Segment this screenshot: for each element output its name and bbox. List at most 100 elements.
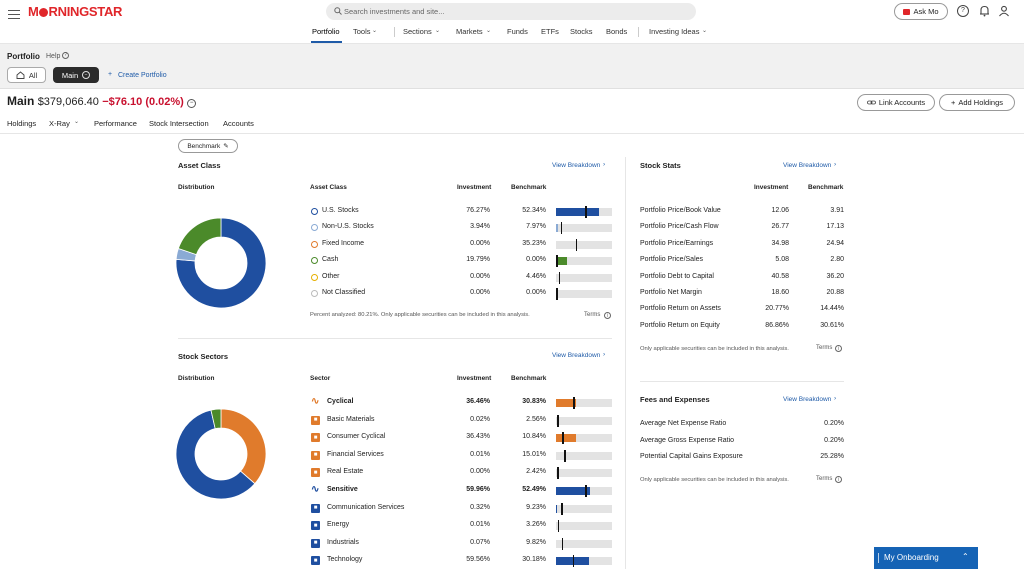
info-icon[interactable]: i bbox=[604, 312, 611, 319]
add-holdings-button[interactable]: + Add Holdings bbox=[939, 94, 1015, 111]
legend-dot bbox=[311, 273, 318, 281]
benchmark-value: 9.23% bbox=[526, 503, 546, 511]
subtab-performance[interactable]: Performance bbox=[94, 119, 137, 128]
options-icon[interactable]: − bbox=[82, 71, 91, 79]
benchmark-value: 30.83% bbox=[522, 398, 546, 405]
chevron-right-icon[interactable]: › bbox=[834, 161, 837, 168]
fees-title: Fees and Expenses bbox=[640, 395, 710, 404]
stats-terms-link[interactable]: Terms bbox=[816, 345, 833, 351]
info-icon[interactable]: i bbox=[835, 476, 842, 483]
chevron-down-icon: ⌄ bbox=[74, 119, 80, 125]
chevron-right-icon[interactable]: › bbox=[834, 395, 837, 402]
pencil-icon: ✎ bbox=[223, 143, 229, 150]
investment-value: 0.02% bbox=[470, 415, 490, 423]
portfolio-change: −$76.10 (0.02%) bbox=[102, 96, 184, 108]
menu-icon[interactable] bbox=[8, 7, 20, 22]
comparison-bar bbox=[556, 520, 612, 533]
investment-value: 20.77% bbox=[765, 305, 789, 313]
help-link[interactable]: Help bbox=[46, 53, 61, 60]
nav-funds[interactable]: Funds bbox=[507, 27, 528, 36]
my-onboarding-panel[interactable]: My Onboarding ⌃ bbox=[874, 547, 978, 569]
fee-name: Potential Capital Gains Exposure bbox=[640, 453, 743, 460]
help-circle-icon[interactable]: ? bbox=[62, 52, 69, 59]
link-accounts-button[interactable]: Link Accounts bbox=[857, 94, 935, 111]
nav-etfs[interactable]: ETFs bbox=[541, 27, 559, 36]
subtab-stock-intersection[interactable]: Stock Intersection bbox=[149, 119, 209, 128]
tab-main[interactable]: Main − bbox=[53, 67, 99, 83]
nav-stocks[interactable]: Stocks bbox=[570, 27, 593, 36]
subtab-xray[interactable]: X-Ray bbox=[49, 119, 70, 128]
nav-investing-ideas[interactable]: Investing Ideas bbox=[649, 27, 700, 36]
col-investment: Investment bbox=[457, 184, 492, 191]
chevron-right-icon[interactable]: › bbox=[603, 161, 606, 168]
tab-all-label: All bbox=[28, 70, 38, 80]
stock-sectors-title: Stock Sectors bbox=[178, 352, 229, 361]
user-icon[interactable] bbox=[998, 5, 1010, 17]
benchmark-marker bbox=[585, 206, 587, 218]
asset-terms-link[interactable]: Terms bbox=[584, 312, 601, 318]
bell-icon[interactable] bbox=[979, 5, 990, 17]
tab-all[interactable]: All bbox=[7, 67, 46, 83]
benchmark-value: 2.42% bbox=[526, 468, 546, 476]
col-asset-class: Asset Class bbox=[310, 184, 347, 191]
benchmark-value: 2.80 bbox=[830, 256, 844, 264]
donut-slice[interactable] bbox=[210, 408, 222, 430]
donut-slice[interactable] bbox=[177, 217, 222, 256]
basic-materials-icon: ■ bbox=[311, 415, 320, 425]
sector-name: Financial Services bbox=[327, 450, 384, 458]
ask-mo-button[interactable]: Ask Mo bbox=[894, 3, 948, 20]
plus-icon: + bbox=[108, 71, 113, 78]
benchmark-button[interactable]: Benchmark ✎ bbox=[178, 139, 238, 153]
sectors-view-breakdown[interactable]: View Breakdown bbox=[552, 352, 601, 359]
investment-bar-fill bbox=[556, 487, 590, 495]
comparison-bar bbox=[556, 467, 612, 480]
nav-sections[interactable]: Sections bbox=[403, 27, 432, 36]
tab-main-label: Main bbox=[61, 70, 79, 80]
benchmark-marker bbox=[573, 397, 575, 409]
nav-markets[interactable]: Markets bbox=[456, 27, 483, 36]
fees-terms-link[interactable]: Terms bbox=[816, 476, 833, 482]
chevron-up-icon[interactable]: ⌃ bbox=[962, 552, 969, 561]
financial-services-icon: ■ bbox=[311, 450, 320, 460]
donut-slice[interactable] bbox=[176, 217, 266, 309]
help-icon[interactable]: ? bbox=[957, 5, 969, 17]
investment-bar-fill bbox=[556, 557, 590, 566]
investment-value: 0.01% bbox=[470, 521, 490, 529]
stat-name: Portfolio Price/Book Value bbox=[640, 207, 721, 214]
chevron-right-icon[interactable]: › bbox=[603, 351, 606, 358]
my-onboarding-label: My Onboarding bbox=[884, 553, 939, 562]
sector-name: Real Estate bbox=[327, 468, 364, 476]
investment-value: 59.56% bbox=[466, 556, 490, 564]
subtab-holdings[interactable]: Holdings bbox=[7, 119, 37, 128]
search-input[interactable]: Search investments and site... bbox=[326, 3, 696, 20]
benchmark-value: 0.00% bbox=[526, 256, 546, 264]
nav-portfolio[interactable]: Portfolio bbox=[312, 27, 340, 36]
fees-view-breakdown[interactable]: View Breakdown bbox=[783, 396, 832, 403]
link-icon bbox=[866, 100, 876, 105]
collapse-icon[interactable]: − bbox=[187, 99, 197, 108]
benchmark-marker bbox=[560, 222, 562, 235]
investment-bar-fill bbox=[556, 434, 577, 443]
create-portfolio-link[interactable]: Create Portfolio bbox=[118, 72, 167, 79]
nav-bonds[interactable]: Bonds bbox=[606, 27, 628, 36]
sensitive-icon: ∿ bbox=[311, 484, 320, 495]
investment-value: 18.60 bbox=[771, 289, 789, 296]
donut-slice[interactable] bbox=[220, 408, 266, 485]
nav-divider bbox=[394, 27, 395, 37]
home-icon bbox=[16, 71, 25, 79]
section-divider bbox=[640, 381, 844, 382]
comparison-bar bbox=[556, 397, 612, 409]
benchmark-value: 14.44% bbox=[820, 305, 844, 313]
info-icon[interactable]: i bbox=[835, 345, 842, 352]
morningstar-logo[interactable]: M RNINGSTAR bbox=[28, 4, 123, 19]
asset-name: Fixed Income bbox=[322, 239, 365, 247]
distribution-label: Distribution bbox=[178, 184, 215, 191]
stats-view-breakdown[interactable]: View Breakdown bbox=[783, 162, 832, 169]
link-accounts-label: Link Accounts bbox=[878, 98, 926, 107]
nav-tools[interactable]: Tools bbox=[353, 27, 371, 36]
subtab-accounts[interactable]: Accounts bbox=[223, 119, 254, 128]
cyclical-icon: ∿ bbox=[311, 396, 320, 407]
asset-class-view-breakdown[interactable]: View Breakdown bbox=[552, 162, 601, 169]
investment-bar-fill bbox=[556, 208, 599, 216]
donut-slice[interactable] bbox=[176, 409, 256, 500]
